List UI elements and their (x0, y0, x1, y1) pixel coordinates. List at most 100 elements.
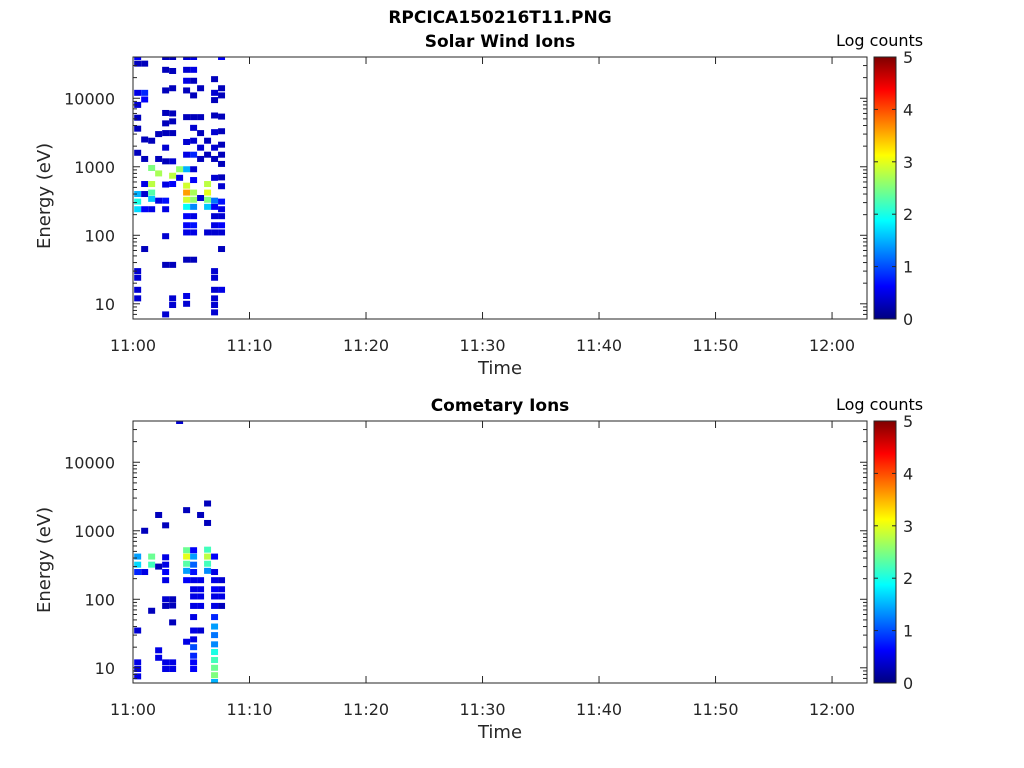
colorbar-tick-label: 1 (903, 622, 913, 641)
heatmap-cell (204, 189, 212, 196)
heatmap-cell (218, 206, 226, 213)
heatmap-cell (183, 182, 191, 189)
x-tick-label: 11:40 (576, 336, 622, 355)
colorbar-tick-label: 5 (903, 48, 913, 67)
heatmap-cell (162, 666, 170, 673)
heatmap-cell (211, 672, 219, 679)
heatmap-cell (134, 673, 142, 680)
heatmap-cell (169, 110, 177, 117)
heatmap-cell (211, 295, 219, 302)
heatmap-cell (141, 206, 149, 213)
heatmap-cell (211, 632, 219, 639)
heatmap-cell (183, 87, 191, 94)
heatmap-cell (148, 181, 156, 188)
heatmap-cell (211, 623, 219, 630)
x-tick-label: 11:40 (576, 700, 622, 719)
heatmap-cell (218, 246, 226, 253)
colorbar-tick-label: 1 (903, 258, 913, 277)
plot-frame (132, 56, 868, 320)
heatmap-cell (211, 203, 219, 210)
x-tick-label: 11:20 (343, 336, 389, 355)
heatmap-cell (211, 664, 219, 671)
heatmap-cell (183, 196, 191, 203)
heatmap-cell (169, 619, 177, 626)
heatmap-cell (197, 195, 205, 202)
heatmap-cell (190, 652, 198, 659)
heatmap-cell (183, 57, 191, 60)
heatmap-cell (148, 195, 156, 202)
heatmap-cell (169, 67, 177, 74)
colorbar (873, 56, 897, 320)
heatmap-cell (141, 136, 149, 143)
heatmap-cell (134, 114, 142, 121)
heatmap-cell (155, 131, 163, 138)
x-tick-label: 11:00 (110, 336, 156, 355)
heatmap-cell (134, 60, 142, 67)
colorbar-tick-label: 4 (903, 100, 913, 119)
heatmap-cell (218, 222, 226, 229)
heatmap-cell (169, 85, 177, 92)
heatmap-cell (211, 129, 219, 136)
y-tick-label: 10 (95, 295, 115, 314)
heatmap-cell (148, 189, 156, 196)
heatmap-cell (134, 57, 142, 60)
heatmap-cell (197, 85, 205, 92)
heatmap-cell (134, 206, 142, 213)
heatmap-cell (162, 66, 170, 73)
heatmap-cell (162, 109, 170, 116)
heatmap-cell (211, 89, 219, 96)
heatmap-cell (211, 274, 219, 281)
heatmap-cell (211, 174, 219, 181)
heatmap-cell (211, 679, 219, 683)
heatmap-cell (141, 89, 149, 96)
heatmap-cell (211, 553, 219, 560)
heatmap-cell (169, 57, 177, 60)
heatmap-cell (169, 659, 177, 666)
heatmap-cell (134, 659, 142, 666)
x-tick-label: 12:00 (809, 336, 855, 355)
x-axis-label-solar-wind: Time (477, 358, 523, 379)
x-tick-label: 12:00 (809, 700, 855, 719)
heatmap-cell (183, 229, 191, 236)
x-tick-label: 11:50 (692, 700, 738, 719)
x-tick-label: 11:10 (226, 336, 272, 355)
heatmap-cell (134, 295, 142, 302)
heatmap-cell (162, 181, 170, 188)
heatmap-cell (190, 151, 198, 158)
heatmap-cell (183, 189, 191, 196)
heatmap-cell (197, 586, 205, 593)
heatmap-cell (211, 593, 219, 600)
heatmap-cell (211, 155, 219, 162)
heatmap-cell (218, 92, 226, 99)
panel-title-cometary: Cometary Ions (430, 396, 570, 416)
heatmap-cell (148, 607, 156, 614)
heatmap-cell (183, 507, 191, 514)
heatmap-cell (204, 553, 212, 560)
heatmap-cell (183, 151, 191, 158)
heatmap-cell (141, 569, 149, 576)
heatmap-cell (190, 666, 198, 673)
heatmap-cell (218, 174, 226, 181)
heatmap-cell (134, 553, 142, 560)
panel-cometary-ions: 11:00 11:10 11:20 11:30 11:40 11:50 12:0010100… (64, 412, 913, 719)
heatmap-cell (190, 114, 198, 121)
heatmap-cell (190, 166, 198, 173)
y-tick-label: 10 (95, 659, 115, 678)
heatmap-cell (141, 181, 149, 188)
heatmap-cells (134, 57, 226, 318)
heatmap-cell (141, 527, 149, 534)
x-axis-label-cometary: Time (477, 722, 523, 743)
y-tick-label: 100 (84, 226, 115, 245)
heatmap-cell (162, 261, 170, 268)
heatmap-cell (190, 569, 198, 576)
heatmap-cell (141, 96, 149, 103)
heatmap-cell (134, 149, 142, 156)
heatmap-cell (162, 130, 170, 137)
heatmap-cell (183, 77, 191, 84)
heatmap-cell (169, 118, 177, 125)
figure-title: RPCICA150216T11.PNG (388, 8, 612, 28)
heatmap-cell (211, 602, 219, 609)
heatmap-cell (211, 302, 219, 309)
heatmap-cell (134, 198, 142, 205)
heatmap-cell (197, 511, 205, 518)
